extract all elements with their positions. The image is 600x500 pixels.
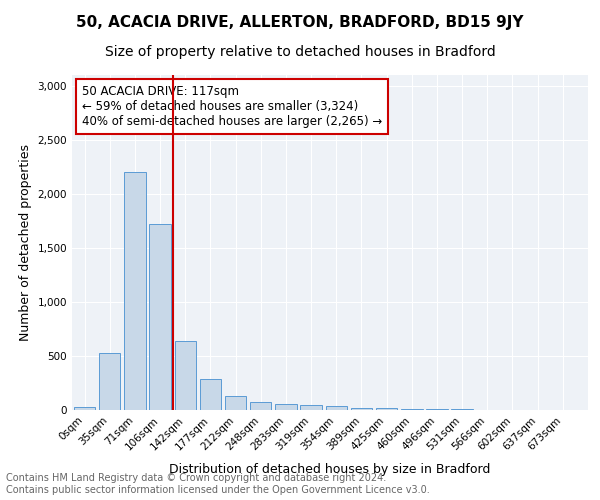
Text: 50, ACACIA DRIVE, ALLERTON, BRADFORD, BD15 9JY: 50, ACACIA DRIVE, ALLERTON, BRADFORD, BD… <box>76 15 524 30</box>
Bar <box>225 396 247 410</box>
Text: Size of property relative to detached houses in Bradford: Size of property relative to detached ho… <box>104 45 496 59</box>
X-axis label: Distribution of detached houses by size in Bradford: Distribution of detached houses by size … <box>169 463 491 476</box>
Text: Contains HM Land Registry data © Crown copyright and database right 2024.
Contai: Contains HM Land Registry data © Crown c… <box>6 474 430 495</box>
Bar <box>275 404 296 410</box>
Bar <box>99 354 121 410</box>
Bar <box>301 405 322 410</box>
Y-axis label: Number of detached properties: Number of detached properties <box>19 144 32 341</box>
Bar <box>351 408 372 410</box>
Bar <box>149 224 171 410</box>
Bar <box>200 379 221 410</box>
Bar <box>401 409 422 410</box>
Bar <box>74 408 95 410</box>
Bar <box>175 342 196 410</box>
Text: 50 ACACIA DRIVE: 117sqm
← 59% of detached houses are smaller (3,324)
40% of semi: 50 ACACIA DRIVE: 117sqm ← 59% of detache… <box>82 85 383 128</box>
Bar <box>250 402 271 410</box>
Bar <box>124 172 146 410</box>
Bar <box>326 406 347 410</box>
Bar <box>376 408 397 410</box>
Bar <box>426 409 448 410</box>
